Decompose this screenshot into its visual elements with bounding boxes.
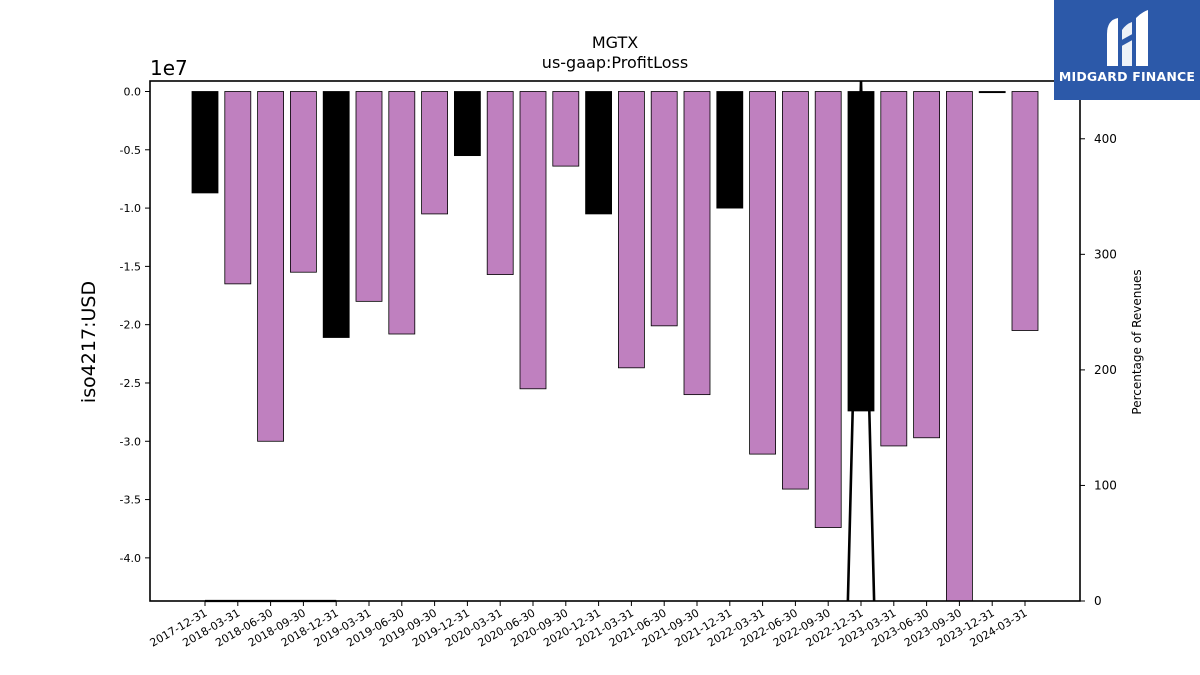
bar-2018-12-31 [322, 91, 350, 338]
bar-2019-09-30 [421, 91, 449, 215]
bar-2019-06-30 [388, 91, 416, 335]
bar-2020-06-30 [519, 91, 547, 390]
bar-2023-03-31 [880, 91, 908, 447]
bar-2019-03-31 [355, 91, 383, 302]
bar-2021-06-30 [650, 91, 678, 327]
y2-tick-label: 300 [1094, 247, 1117, 261]
logo-text: MIDGARD FINANCE [1058, 69, 1196, 84]
x-ticks-group: 2017-12-312018-03-312018-06-302018-09-30… [148, 601, 1030, 650]
y2-tick-label: 100 [1094, 478, 1117, 492]
y-tick-label: -2.0 [120, 319, 141, 332]
y-offset-text: 1e7 [150, 56, 188, 80]
bar-2018-09-30 [289, 91, 317, 273]
y-tick-label: -0.5 [120, 144, 141, 157]
y-tick-label: -1.5 [120, 260, 141, 273]
y-tick-label: -3.0 [120, 435, 141, 448]
y-tick-label: -2.5 [120, 377, 141, 390]
y2-axis-label: Percentage of Revenues [1130, 269, 1144, 414]
y-ticks-group: 0.0 -0.5 -1.0 -1.5 -2.0 -2.5 -3.0 -3.5 -4.0 [120, 85, 150, 565]
bar-2020-12-31 [585, 91, 612, 215]
bar-2022-12-31 [847, 91, 875, 412]
logo-mark-icon [1107, 10, 1148, 66]
bar-2023-12-31 [978, 91, 1006, 94]
y-tick-label: -1.0 [120, 202, 141, 215]
y-tick-label: -4.0 [120, 552, 141, 565]
brand-logo: MIDGARD FINANCE [1054, 0, 1200, 100]
bar-2022-03-31 [749, 91, 776, 455]
bar-2024-03-31 [1011, 91, 1039, 331]
y2-ticks-group: 0 100 200 300 400 [1080, 132, 1117, 608]
bar-2019-12-31 [453, 91, 481, 157]
chart-title: MGTX [592, 33, 638, 52]
bar-2022-06-30 [782, 91, 809, 490]
bar-2018-06-30 [257, 91, 285, 442]
bar-2020-03-31 [486, 91, 514, 275]
y-tick-label: 0.0 [124, 85, 142, 98]
bar-2021-12-31 [716, 91, 744, 209]
bars-group [191, 91, 1039, 602]
bar-2023-06-30 [913, 91, 940, 439]
chart-subtitle: us-gaap:ProfitLoss [542, 53, 688, 72]
bar-2021-09-30 [683, 91, 711, 396]
bar-2023-09-30 [946, 91, 973, 602]
y2-tick-label: 0 [1094, 594, 1102, 608]
bar-2022-09-30 [814, 91, 842, 528]
y2-tick-label: 200 [1094, 363, 1117, 377]
y-tick-label: -3.5 [120, 494, 141, 507]
bar-2020-09-30 [552, 91, 580, 167]
plot-frame [149, 80, 1081, 602]
bar-2018-03-31 [224, 91, 252, 285]
bar-2017-12-31 [191, 91, 219, 194]
y-axis-label: iso4217:USD [78, 281, 100, 403]
y2-tick-label: 400 [1094, 132, 1117, 146]
bar-2021-03-31 [618, 91, 645, 369]
